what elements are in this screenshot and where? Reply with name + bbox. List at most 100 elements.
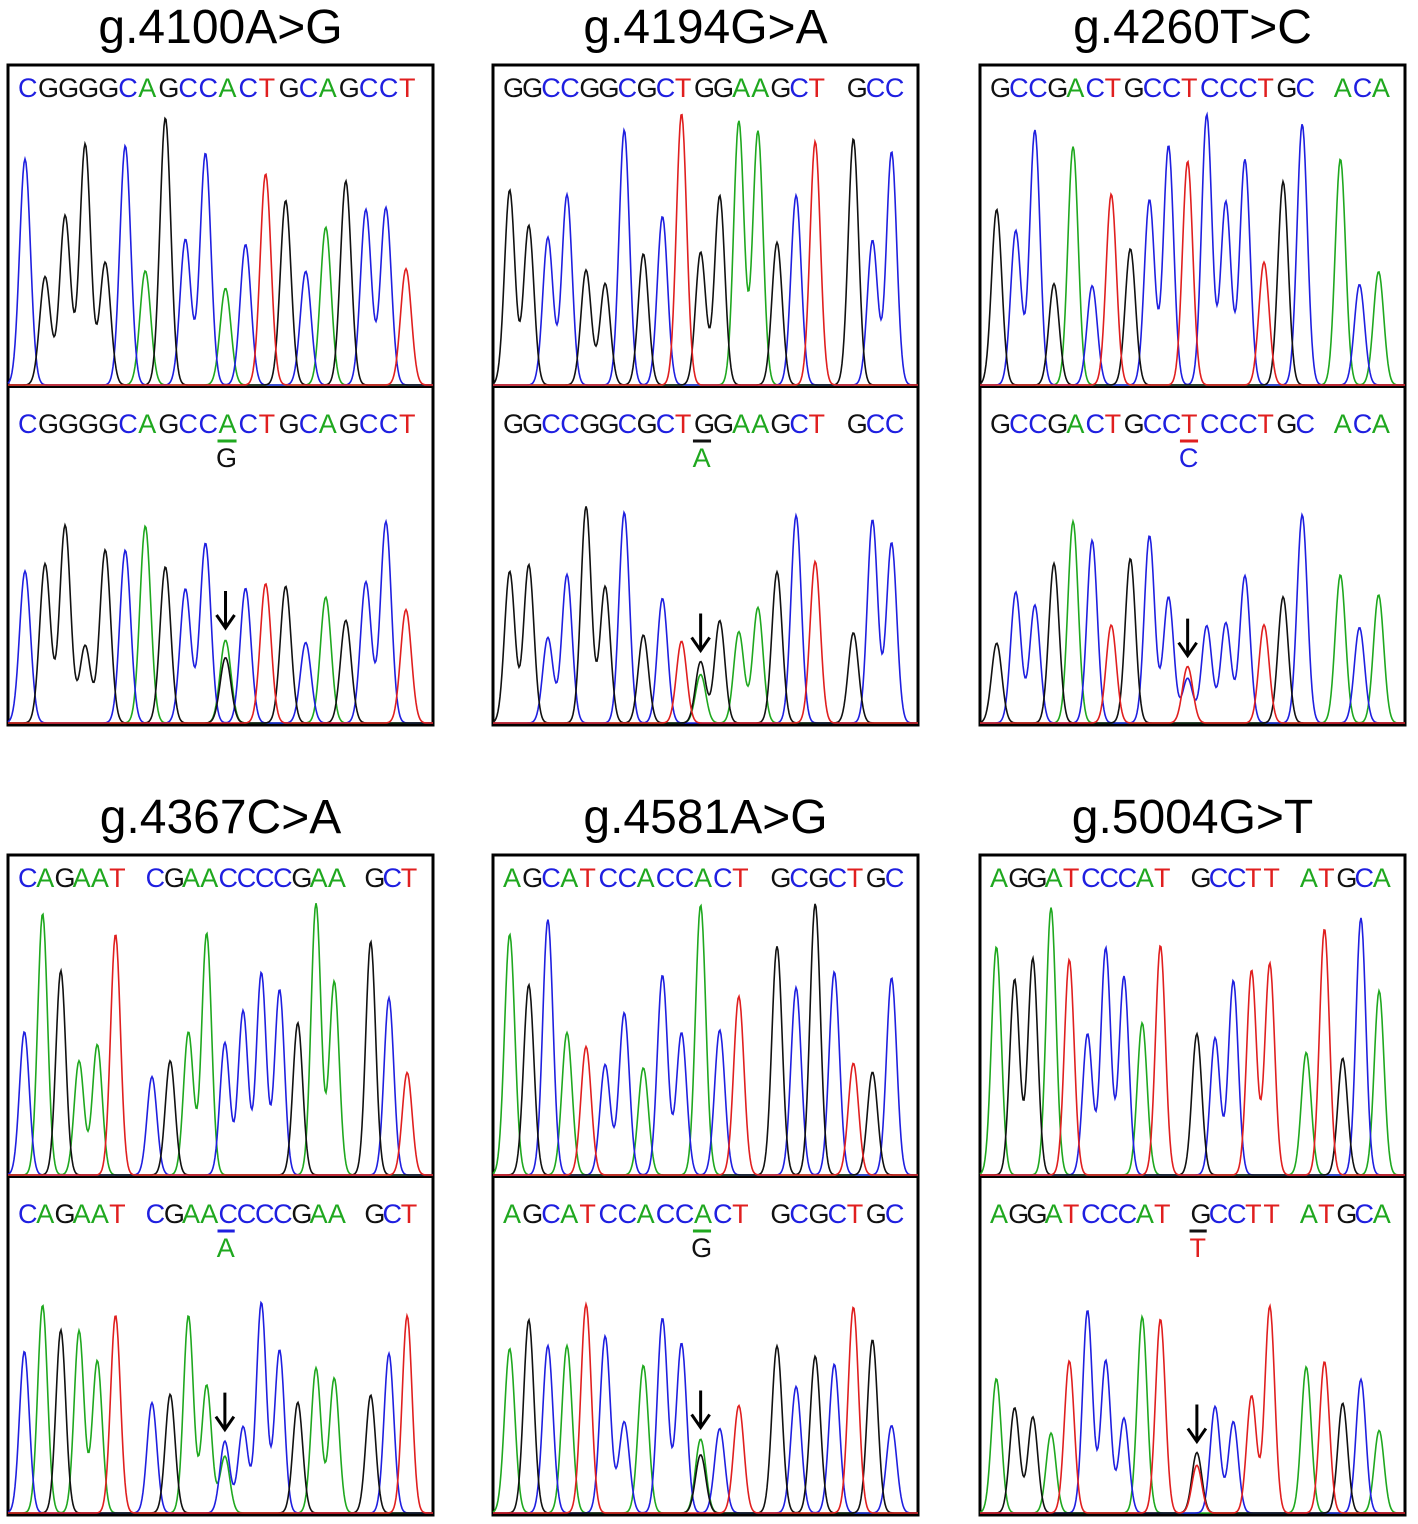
arrow <box>1177 618 1198 659</box>
sequence-part: G <box>1191 1199 1212 1229</box>
base-letter: A <box>990 1199 1008 1229</box>
base-letter <box>1172 1199 1180 1229</box>
base-letter: C <box>1200 73 1220 103</box>
base-letter: G <box>54 863 75 893</box>
base-letter: A <box>36 1199 54 1229</box>
base-letter: G <box>291 863 312 893</box>
panel-frame <box>6 63 435 727</box>
base-letter: T <box>1181 73 1198 103</box>
base-letter: C <box>1118 863 1138 893</box>
base-letter <box>346 863 354 893</box>
base-letter: A <box>1045 863 1063 893</box>
base-letter: T <box>1318 863 1335 893</box>
base-letter: C <box>219 863 239 893</box>
base-letter: G <box>770 73 791 103</box>
base-letter: A <box>1136 1199 1154 1229</box>
mutant-sequence: AGGATCCCAT GCCTT ATGCA <box>990 1199 1391 1229</box>
base-letter: T <box>675 409 692 439</box>
alt-base: C <box>1179 443 1199 473</box>
base-letter: C <box>18 863 38 893</box>
base-letter: A <box>328 863 346 893</box>
base-letter: C <box>1353 409 1373 439</box>
base-letter: T <box>401 1199 418 1229</box>
base-letter: T <box>675 73 692 103</box>
base-letter: A <box>310 863 328 893</box>
panel-title: g.4260T>C <box>1073 1 1312 54</box>
base-letter: T <box>109 1199 126 1229</box>
trace <box>980 917 1405 1176</box>
base-letter: A <box>328 1199 346 1229</box>
base-letter <box>1282 863 1290 893</box>
trace <box>8 522 433 724</box>
trace <box>980 623 1405 724</box>
base-letter: G <box>339 73 360 103</box>
base-letter: C <box>1227 863 1247 893</box>
base-letter: A <box>1136 863 1154 893</box>
base-letter: C <box>828 863 848 893</box>
base-letter: A <box>694 863 712 893</box>
base-letter: G <box>990 409 1011 439</box>
sequence-part: AGCATCCACC <box>503 1199 694 1229</box>
base-letter: C <box>789 1199 809 1229</box>
base-letter: C <box>713 1199 733 1229</box>
base-letter: A <box>694 1199 712 1229</box>
trace <box>980 1303 1405 1514</box>
base-letter: G <box>1026 1199 1047 1229</box>
base-letter: G <box>364 863 385 893</box>
base-letter: G <box>364 1199 385 1229</box>
base-letter: A <box>219 73 237 103</box>
base-letter: A <box>732 409 750 439</box>
base-letter: G <box>809 863 830 893</box>
base-letter: C <box>656 409 676 439</box>
base-letter: C <box>237 1199 257 1229</box>
trace <box>980 928 1405 1176</box>
base-letter: G <box>579 409 600 439</box>
base-letter: C <box>18 73 38 103</box>
base-letter: G <box>291 1199 312 1229</box>
base-letter: C <box>1353 73 1373 103</box>
arrow <box>690 613 711 654</box>
panel-frame <box>978 63 1407 727</box>
base-letter: C <box>359 409 379 439</box>
base-letter <box>1282 1199 1290 1229</box>
base-letter: T <box>399 409 416 439</box>
trace <box>8 934 433 1176</box>
sequence-part: T <box>1181 409 1198 439</box>
sequence-part: A <box>694 1199 712 1229</box>
base-letter: C <box>1009 409 1029 439</box>
base-letter: C <box>1219 73 1239 103</box>
base-letter: C <box>379 73 399 103</box>
base-letter: G <box>866 863 887 893</box>
trace <box>8 582 433 724</box>
base-letter: G <box>58 73 79 103</box>
panel-title: g.4194G>A <box>583 1 827 54</box>
trace <box>8 1304 433 1514</box>
base-letter: T <box>1105 409 1122 439</box>
base-letter: C <box>618 409 638 439</box>
base-letter: C <box>1238 73 1258 103</box>
base-letter: G <box>1026 863 1047 893</box>
base-letter: C <box>560 409 580 439</box>
sequence-part: GCCGACTGCC <box>990 409 1181 439</box>
base-letter: G <box>503 409 524 439</box>
base-letter: C <box>198 73 218 103</box>
base-letter: C <box>273 1199 293 1229</box>
sequence-part: GAAGCT GCC <box>713 409 904 439</box>
panel-title: g.4100A>G <box>98 1 342 54</box>
mutant-sequence: GGCCGGCGCTGGAAGCT GCC <box>503 409 904 439</box>
base-letter: C <box>299 409 319 439</box>
alt-base: G <box>216 443 237 473</box>
base-letter: G <box>1336 1199 1357 1229</box>
base-letter: T <box>1257 73 1274 103</box>
base-letter: A <box>310 1199 328 1229</box>
base-letter: C <box>885 863 905 893</box>
base-letter: A <box>560 863 578 893</box>
base-letter: T <box>579 1199 596 1229</box>
base-letter: C <box>1209 863 1229 893</box>
base-letter: A <box>1066 73 1084 103</box>
base-letter: G <box>78 73 99 103</box>
base-letter <box>127 1199 135 1229</box>
base-letter: A <box>138 409 156 439</box>
